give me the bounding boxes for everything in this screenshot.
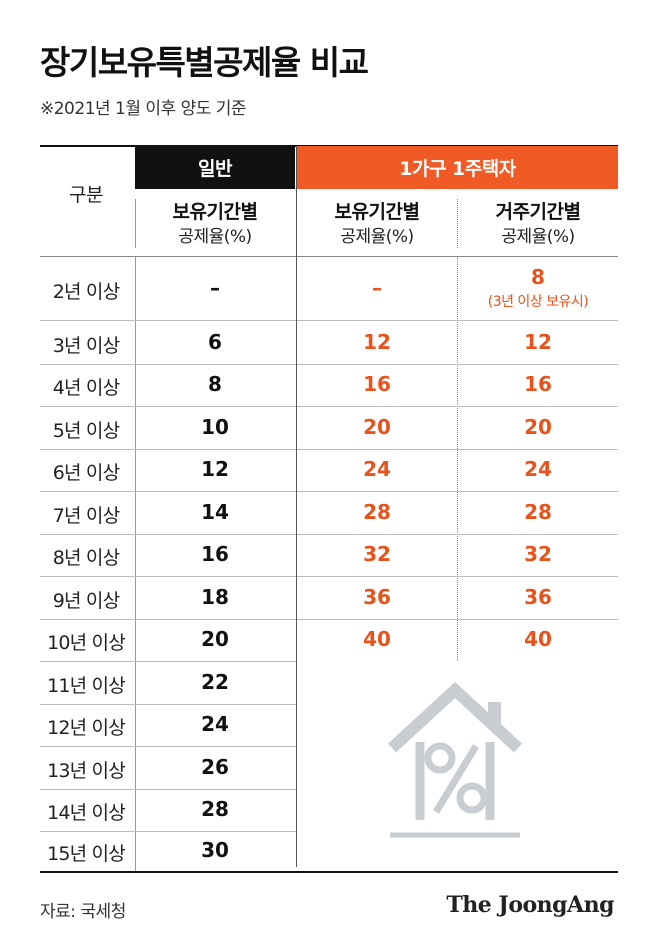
row-divider bbox=[297, 364, 618, 365]
row-divider bbox=[40, 491, 296, 492]
row-label: 15년 이상 bbox=[47, 843, 126, 865]
row-label: 10년 이상 bbox=[47, 632, 126, 654]
cell-one-house-residence: 8 bbox=[531, 265, 545, 289]
row-label: 8년 이상 bbox=[52, 547, 120, 569]
page-title: 장기보유특별공제율 비교 bbox=[40, 43, 369, 82]
row-label: 9년 이상 bbox=[52, 589, 120, 612]
row-divider bbox=[40, 364, 296, 365]
cell-one-house-holding: 24 bbox=[363, 457, 391, 481]
cell-one-house-holding: 28 bbox=[363, 499, 391, 524]
cell-one-house-residence: 32 bbox=[524, 542, 552, 566]
cell-one-house-residence: 40 bbox=[524, 627, 552, 651]
row-label: 12년 이상 bbox=[47, 717, 126, 739]
subheader-one-house-residence: 거주기간별 공제율(%) bbox=[458, 200, 618, 250]
cell-general-holding: 8 bbox=[208, 372, 222, 396]
row-divider bbox=[40, 661, 296, 662]
row-label: 4년 이상 bbox=[52, 377, 120, 399]
col-divider-dotted bbox=[457, 199, 458, 248]
row-divider bbox=[40, 406, 296, 407]
cell-general-holding: 22 bbox=[201, 669, 229, 694]
header-divider bbox=[40, 256, 618, 257]
subheader-line2: 공제율(%) bbox=[340, 227, 414, 247]
cell-one-house-holding: 16 bbox=[363, 372, 391, 396]
cell-one-house-holding: 12 bbox=[363, 330, 391, 354]
cell-general-holding: 20 bbox=[201, 627, 229, 651]
row-divider bbox=[40, 534, 296, 535]
row-label: 3년 이상 bbox=[52, 335, 120, 357]
row-divider bbox=[40, 576, 296, 577]
page-subtitle: ※2021년 1월 이후 양도 기준 bbox=[40, 99, 247, 119]
cell-general-holding: 12 bbox=[201, 457, 229, 481]
row-label: 7년 이상 bbox=[52, 504, 120, 527]
cell-general-holding: 10 bbox=[201, 414, 229, 439]
row-label: 6년 이상 bbox=[52, 462, 120, 484]
cell-one-house-holding: 36 bbox=[363, 584, 391, 609]
row-divider bbox=[297, 406, 618, 407]
row-header-label: 구분 bbox=[69, 184, 103, 206]
subheader-line2: 공제율(%) bbox=[501, 227, 575, 247]
cell-general-holding: 16 bbox=[201, 542, 229, 566]
cell-note: (3년 이상 보유시) bbox=[487, 294, 589, 310]
house-percent-icon bbox=[387, 681, 523, 838]
row-divider bbox=[40, 746, 296, 747]
subheader-line2: 공제율(%) bbox=[178, 227, 252, 247]
subheader-line1: 거주기간별 bbox=[495, 201, 581, 223]
cell-general-holding: 28 bbox=[201, 797, 229, 821]
cell-general-holding: 30 bbox=[201, 838, 229, 862]
row-divider bbox=[40, 704, 296, 705]
row-label: 5년 이상 bbox=[52, 419, 120, 442]
col-divider-dotted bbox=[457, 257, 458, 661]
cell-one-house-holding: 40 bbox=[363, 627, 391, 651]
subheader-line1: 보유기간별 bbox=[172, 201, 258, 223]
cell-general-holding: 18 bbox=[201, 584, 229, 609]
subheader-line1: 보유기간별 bbox=[334, 201, 420, 223]
cell-one-house-residence: 28 bbox=[524, 499, 552, 524]
row-divider bbox=[40, 449, 296, 450]
cell-one-house-residence: 12 bbox=[524, 330, 552, 354]
row-divider bbox=[297, 449, 618, 450]
row-label: 13년 이상 bbox=[47, 759, 126, 782]
subheader-general-holding: 보유기간별 공제율(%) bbox=[135, 200, 295, 250]
table-bottom-rule bbox=[40, 871, 618, 873]
cell-one-house-holding: – bbox=[372, 276, 382, 300]
row-divider bbox=[297, 320, 618, 321]
cell-general-holding: 24 bbox=[201, 712, 229, 736]
row-divider bbox=[40, 831, 296, 832]
publisher-logo: The JoongAng bbox=[446, 892, 614, 918]
col-divider bbox=[135, 257, 136, 871]
row-divider bbox=[40, 320, 296, 321]
col-divider bbox=[135, 199, 136, 248]
row-divider bbox=[297, 619, 618, 620]
row-divider bbox=[40, 789, 296, 790]
row-divider bbox=[297, 491, 618, 492]
cell-general-holding: 26 bbox=[201, 754, 229, 779]
cell-one-house-residence: 16 bbox=[524, 372, 552, 396]
cell-general-holding: 6 bbox=[208, 330, 222, 354]
row-divider bbox=[40, 619, 296, 620]
cell-one-house-residence: 24 bbox=[524, 457, 552, 481]
cell-general-holding: – bbox=[210, 276, 220, 300]
col-divider bbox=[296, 146, 297, 867]
row-divider bbox=[297, 534, 618, 535]
header-one-house: 1가구 1주택자 bbox=[297, 146, 618, 189]
cell-one-house-holding: 20 bbox=[363, 414, 391, 439]
cell-general-holding: 14 bbox=[201, 499, 229, 524]
row-label: 2년 이상 bbox=[52, 281, 120, 303]
header-general: 일반 bbox=[135, 146, 295, 189]
row-label: 14년 이상 bbox=[47, 802, 126, 824]
row-divider bbox=[297, 576, 618, 577]
cell-one-house-residence: 20 bbox=[524, 414, 552, 439]
row-label: 11년 이상 bbox=[47, 674, 126, 697]
subheader-one-house-holding: 보유기간별 공제율(%) bbox=[297, 200, 457, 250]
cell-one-house-residence: 36 bbox=[524, 584, 552, 609]
source-text: 자료: 국세청 bbox=[40, 902, 126, 922]
cell-one-house-holding: 32 bbox=[363, 542, 391, 566]
